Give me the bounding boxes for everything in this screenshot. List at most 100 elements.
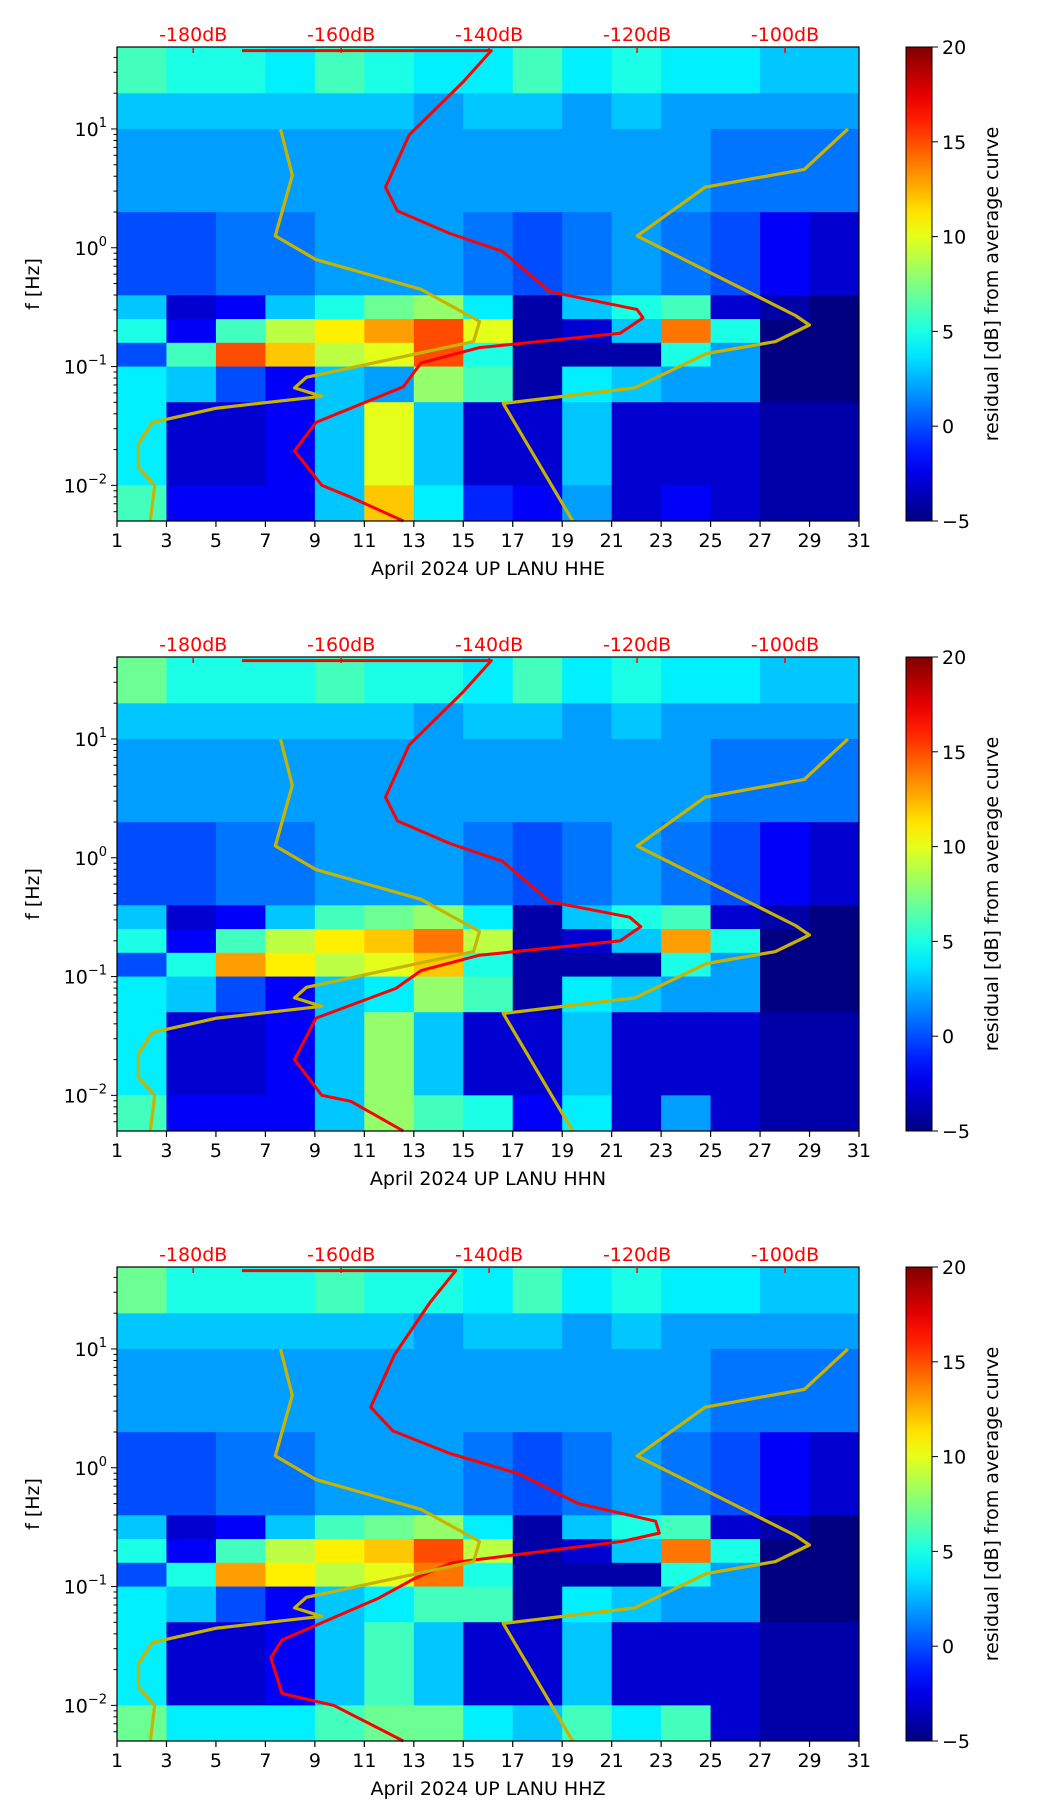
heatmap-cell xyxy=(166,212,217,296)
heatmap-cell xyxy=(710,1313,761,1350)
heatmap-cell xyxy=(413,657,464,704)
heatmap-cell xyxy=(265,1012,316,1096)
heatmap-cell xyxy=(809,1622,860,1706)
series-line-nlnm xyxy=(136,128,482,522)
heatmap-cell xyxy=(215,212,266,296)
heatmap-cell xyxy=(562,976,613,1013)
heatmap-cell xyxy=(314,295,365,320)
x-tick-label: 31 xyxy=(847,1750,871,1772)
heatmap-cell xyxy=(760,47,811,94)
x-tick-label: 9 xyxy=(309,1750,321,1772)
heatmap-cell xyxy=(364,93,415,130)
heatmap-cell xyxy=(463,1348,514,1433)
heatmap-cell xyxy=(265,295,316,320)
heatmap-cell xyxy=(512,952,563,978)
heatmap-cell xyxy=(117,905,167,930)
heatmap-cell xyxy=(710,402,761,486)
heatmap-cell xyxy=(463,1267,514,1314)
heatmap-cell xyxy=(166,1586,217,1623)
colorbar-tick-label: −5 xyxy=(942,1121,970,1143)
db-tick-label: -160dB xyxy=(307,634,375,656)
x-tick-label: 11 xyxy=(352,530,376,552)
heatmap-cell xyxy=(710,1622,761,1706)
heatmap-cell xyxy=(512,1515,563,1540)
heatmap-cell xyxy=(710,738,761,823)
heatmap-cell xyxy=(611,657,662,704)
heatmap-cell xyxy=(265,1267,316,1314)
heatmap-cell xyxy=(413,1622,464,1706)
heatmap-cell xyxy=(166,738,217,823)
heatmap-cell xyxy=(215,1515,266,1540)
heatmap-cell xyxy=(562,1267,613,1314)
heatmap-cell xyxy=(463,1012,514,1096)
heatmap-cell xyxy=(760,1267,811,1314)
x-tick-label: 29 xyxy=(797,530,821,552)
heatmap-cell xyxy=(710,703,761,740)
heatmap-cell xyxy=(809,47,860,94)
y-tick-base: 10 xyxy=(64,1577,88,1599)
heatmap-cell xyxy=(314,905,365,930)
heatmap-cell xyxy=(512,128,563,213)
heatmap-cell xyxy=(661,1012,712,1096)
heatmap-cell xyxy=(661,485,712,522)
series-line-nhnm xyxy=(501,1347,849,1742)
heatmap-cell xyxy=(117,485,167,522)
colorbar-tick-label: 0 xyxy=(942,1636,954,1658)
heatmap-cell xyxy=(364,1622,415,1706)
heatmap-cell xyxy=(463,738,514,823)
y-tick-label: 101 xyxy=(75,726,107,751)
y-tick-label: 10−1 xyxy=(64,354,107,379)
x-tick-label: 19 xyxy=(550,1140,574,1162)
colorbar xyxy=(905,1266,933,1742)
heatmap-cell xyxy=(265,1313,316,1350)
heatmap-cell xyxy=(611,1586,662,1623)
heatmap-cell xyxy=(809,342,860,368)
y-tick-base: 10 xyxy=(75,1458,99,1480)
heatmap-cell xyxy=(512,47,563,94)
heatmap-cell xyxy=(314,703,365,740)
heatmap-cell xyxy=(710,1539,761,1564)
db-tick-label: -160dB xyxy=(307,1244,375,1266)
x-tick-label: 9 xyxy=(309,530,321,552)
heatmap-cell xyxy=(611,342,662,368)
heatmap-cell xyxy=(661,319,712,344)
heatmap-cell xyxy=(117,738,167,823)
heatmap-cell xyxy=(611,976,662,1013)
heatmap-cell xyxy=(117,657,167,704)
heatmap-cell xyxy=(809,703,860,740)
x-tick-label: 3 xyxy=(160,1750,172,1772)
heatmap-cell xyxy=(760,1095,811,1132)
heatmap-cell xyxy=(364,929,415,954)
heatmap-cell xyxy=(611,485,662,522)
heatmap-cell xyxy=(314,212,365,296)
heatmap-cell xyxy=(710,657,761,704)
x-tick-label: 13 xyxy=(402,1750,426,1772)
heatmap-cell xyxy=(463,703,514,740)
y-tick-base: 10 xyxy=(75,119,99,141)
heatmap-cell xyxy=(117,952,167,978)
heatmap-cell xyxy=(562,1432,613,1516)
heatmap-cell xyxy=(760,1515,811,1540)
heatmap-cell xyxy=(512,905,563,930)
heatmap-cell xyxy=(710,1012,761,1096)
heatmap-cell xyxy=(463,1705,514,1742)
x-tick-label: 13 xyxy=(402,530,426,552)
heatmap-cell xyxy=(117,47,167,94)
heatmap-cell xyxy=(265,47,316,94)
heatmap-cell xyxy=(117,703,167,740)
heatmap-cell xyxy=(809,93,860,130)
heatmap-cell xyxy=(314,47,365,94)
heatmap-cell xyxy=(809,905,860,930)
heatmap-cell xyxy=(512,1012,563,1096)
y-tick-label: 100 xyxy=(75,845,107,870)
heatmap-cell xyxy=(512,1267,563,1314)
heatmap-cell xyxy=(463,1586,514,1623)
heatmap-cell xyxy=(562,1562,613,1588)
heatmap-cell xyxy=(117,212,167,296)
heatmap-cell xyxy=(611,1313,662,1350)
heatmap-cell xyxy=(661,47,712,94)
x-tick-label: 11 xyxy=(352,1140,376,1162)
db-tick-label: -100dB xyxy=(751,24,819,46)
heatmap-cell xyxy=(117,976,167,1013)
